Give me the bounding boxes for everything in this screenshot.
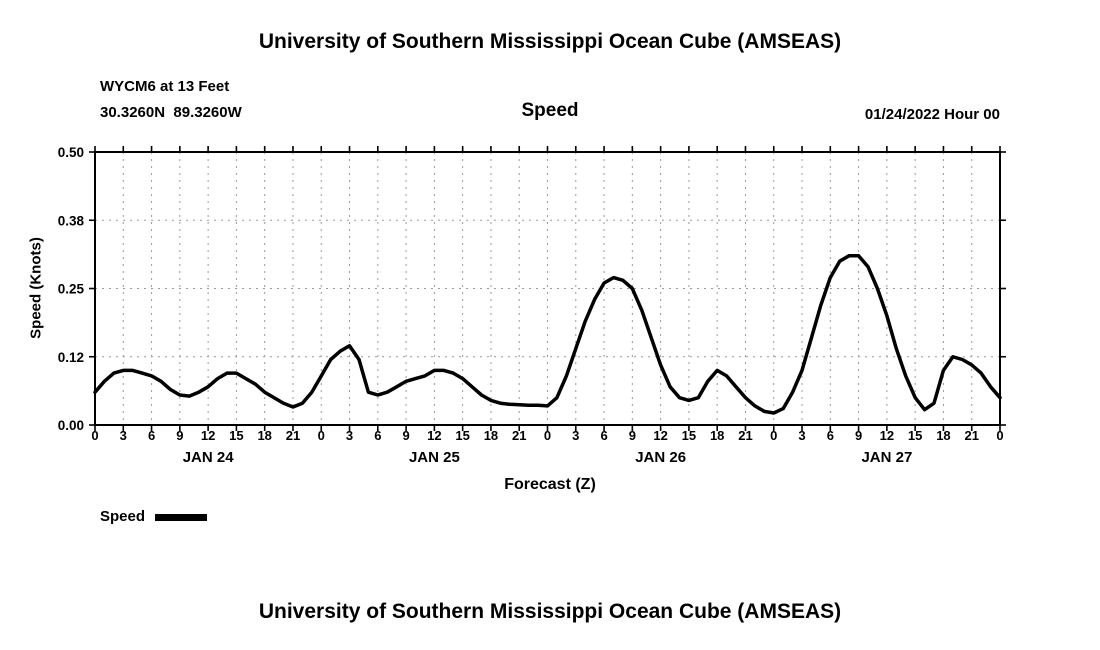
svg-text:0: 0 bbox=[318, 428, 325, 443]
legend-line-swatch bbox=[155, 513, 208, 521]
svg-text:0.50: 0.50 bbox=[58, 145, 84, 160]
svg-text:0.12: 0.12 bbox=[58, 350, 84, 365]
svg-text:12: 12 bbox=[427, 428, 441, 443]
svg-text:18: 18 bbox=[936, 428, 950, 443]
svg-text:21: 21 bbox=[964, 428, 978, 443]
svg-text:9: 9 bbox=[176, 428, 183, 443]
svg-text:18: 18 bbox=[710, 428, 724, 443]
svg-text:JAN 27: JAN 27 bbox=[861, 449, 912, 466]
svg-text:JAN 26: JAN 26 bbox=[635, 449, 686, 466]
svg-text:JAN 25: JAN 25 bbox=[409, 449, 460, 466]
svg-text:3: 3 bbox=[346, 428, 353, 443]
svg-text:9: 9 bbox=[855, 428, 862, 443]
svg-text:9: 9 bbox=[629, 428, 636, 443]
svg-text:3: 3 bbox=[572, 428, 579, 443]
svg-text:12: 12 bbox=[201, 428, 215, 443]
svg-text:15: 15 bbox=[682, 428, 696, 443]
svg-text:6: 6 bbox=[148, 428, 155, 443]
svg-text:9: 9 bbox=[402, 428, 409, 443]
svg-text:0: 0 bbox=[544, 428, 551, 443]
svg-text:6: 6 bbox=[374, 428, 381, 443]
svg-text:JAN 24: JAN 24 bbox=[183, 449, 235, 466]
svg-text:0.38: 0.38 bbox=[58, 213, 85, 228]
svg-text:0.25: 0.25 bbox=[58, 282, 85, 297]
svg-text:6: 6 bbox=[600, 428, 607, 443]
svg-text:15: 15 bbox=[455, 428, 469, 443]
forecast-datetime: 01/24/2022 Hour 00 bbox=[864, 106, 1000, 123]
chart-svg: 0 3 6 9 12 15 18 21 0 3 6 9 12 15 18 21 0 3 6 9 12 15 18 21 0 3 6 9… bbox=[58, 145, 1006, 466]
svg-text:21: 21 bbox=[738, 428, 752, 443]
svg-text:6: 6 bbox=[827, 428, 834, 443]
svg-text:15: 15 bbox=[908, 428, 922, 443]
svg-text:12: 12 bbox=[653, 428, 667, 443]
station-coordinates: 30.3260N 89.3260W bbox=[100, 104, 242, 121]
svg-text:12: 12 bbox=[880, 428, 894, 443]
page-title: University of Southern Mississippi Ocean… bbox=[258, 30, 842, 53]
svg-text:3: 3 bbox=[120, 428, 127, 443]
svg-text:21: 21 bbox=[286, 428, 300, 443]
svg-text:21: 21 bbox=[512, 428, 526, 443]
svg-text:18: 18 bbox=[484, 428, 498, 443]
svg-text:3: 3 bbox=[798, 428, 805, 443]
legend: Speed bbox=[100, 508, 208, 525]
svg-text:15: 15 bbox=[229, 428, 243, 443]
svg-text:18: 18 bbox=[257, 428, 271, 443]
svg-text:0: 0 bbox=[91, 428, 98, 443]
svg-text:0: 0 bbox=[996, 428, 1003, 443]
station-id: WYCM6 at 13 Feet bbox=[100, 78, 230, 95]
legend-label: Speed bbox=[100, 508, 146, 525]
x-axis-label: Forecast (Z) bbox=[504, 476, 596, 493]
page-title-bottom: University of Southern Mississippi Ocean… bbox=[258, 600, 842, 623]
svg-text:0: 0 bbox=[770, 428, 777, 443]
chart-title: Speed bbox=[521, 100, 579, 121]
svg-text:0.00: 0.00 bbox=[58, 418, 84, 433]
